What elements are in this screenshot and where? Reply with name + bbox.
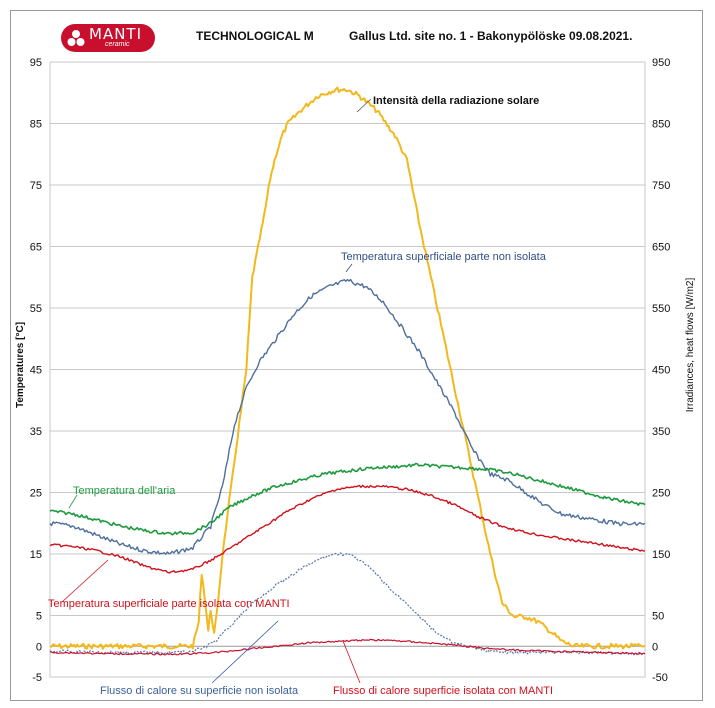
y-tick-label: 45 — [30, 365, 42, 377]
series-line-4 — [49, 552, 646, 656]
y-tick-label: 15 — [30, 549, 42, 561]
annotation-flow-insulated: Flusso di calore superficie isolata con … — [333, 685, 553, 697]
annotation-air: Temperatura dell'aria — [73, 485, 176, 497]
series-line-0 — [49, 86, 646, 650]
y2-tick-label: -50 — [652, 672, 668, 684]
y-tick-label: -5 — [32, 672, 42, 684]
annotation-surface-uninsulated: Temperatura superficiale parte non isola… — [341, 251, 547, 263]
logo-word: MANTI — [89, 25, 143, 43]
series-group — [49, 86, 646, 656]
leader-line-5 — [342, 640, 361, 684]
y2-tick-label: 850 — [652, 119, 670, 131]
y2-tick-label: 50 — [652, 611, 664, 623]
manti-logo: MANTI ceramic — [61, 24, 155, 52]
chart-frame — [10, 10, 703, 701]
logo-subtext: ceramic — [105, 41, 130, 48]
y2-tick-label: 950 — [652, 57, 670, 69]
series-line-1 — [49, 278, 646, 555]
y-tick-label: 65 — [30, 242, 42, 254]
chart-title: TECHNOLOGICAL M — [196, 29, 314, 43]
series-line-5 — [49, 638, 646, 656]
y-tick-label: 25 — [30, 488, 42, 500]
series-line-3 — [49, 484, 645, 574]
y2-axis-label: Irradiances, heat flows [W/m2] — [685, 278, 696, 413]
leader-line-3 — [61, 559, 109, 603]
y-tick-label: 95 — [30, 57, 42, 69]
y2-tick-label: 150 — [652, 549, 670, 561]
y-tick-label: 0 — [36, 641, 42, 653]
logo-dots-icon — [67, 30, 85, 46]
leader-line-4 — [211, 620, 279, 684]
annotation-surface-insulated: Temperatura superficiale parte isolata c… — [48, 598, 290, 610]
grid-lines — [49, 61, 646, 678]
annotation-radiation: Intensità della radiazione solare — [373, 95, 539, 107]
y2-tick-label: 0 — [652, 641, 658, 653]
y-tick-label: 55 — [30, 303, 42, 315]
y-tick-label: 75 — [30, 180, 42, 192]
series-line-2 — [49, 462, 646, 536]
y-tick-label: 85 — [30, 119, 42, 131]
y2-tick-label: 250 — [652, 488, 670, 500]
y2-tick-label: 650 — [652, 242, 670, 254]
left-axis-ticks: -5 0 5 15 25 35 45 55 65 75 85 95 — [30, 57, 42, 684]
chart-subtitle: Gallus Ltd. site no. 1 - Bakonypölöske 0… — [349, 29, 633, 43]
right-axis-ticks: -50 0 50 150 250 350 450 550 650 750 850 950 — [652, 57, 670, 684]
y2-tick-label: 550 — [652, 303, 670, 315]
y-tick-label: 35 — [30, 426, 42, 438]
annotation-flow-uninsulated: Flusso di calore su superficie non isola… — [100, 685, 299, 697]
leader-line-2 — [68, 494, 78, 509]
y-axis-label: Temperatures [°C] — [15, 322, 26, 408]
y2-tick-label: 350 — [652, 426, 670, 438]
leader-line-0 — [356, 98, 372, 113]
y2-tick-label: 450 — [652, 365, 670, 377]
y-tick-label: 5 — [36, 611, 42, 623]
annotation-leaders — [61, 98, 372, 684]
y2-tick-label: 750 — [652, 180, 670, 192]
leader-line-1 — [345, 263, 353, 273]
